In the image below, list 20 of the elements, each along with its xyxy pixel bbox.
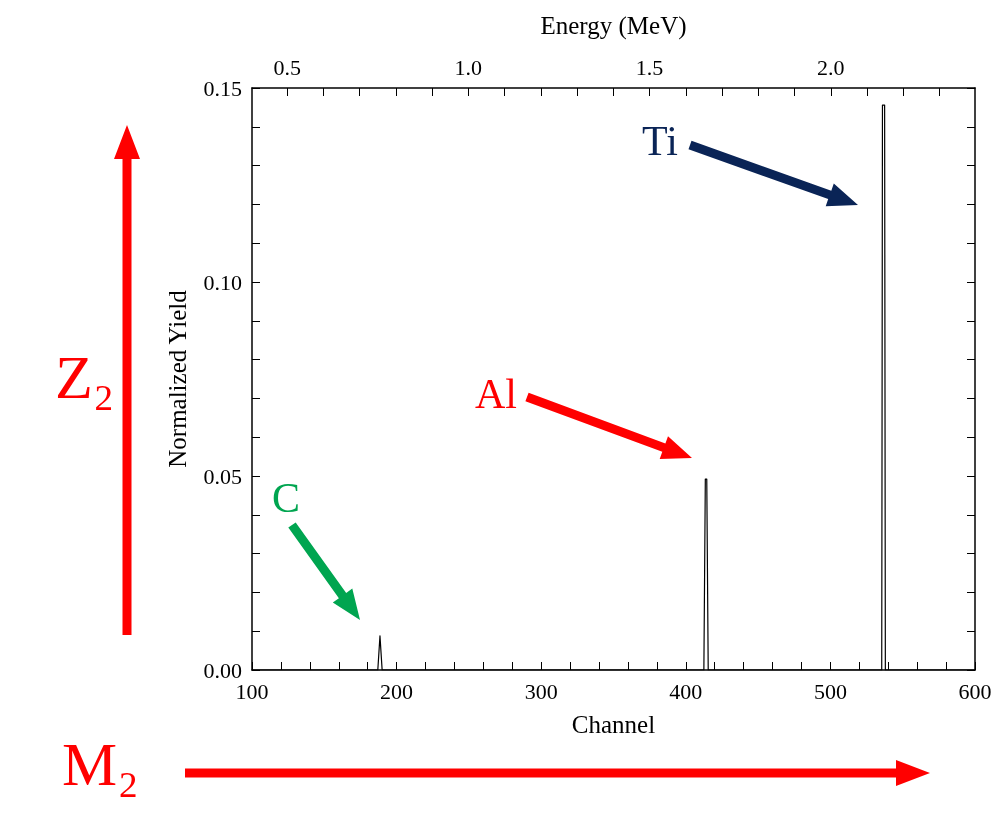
annotation: Al xyxy=(475,371,517,417)
x2-tick-label: 2.0 xyxy=(817,54,845,80)
x-tick-label: 300 xyxy=(524,678,558,704)
annotation: Ti xyxy=(642,118,678,164)
text: M₂ xyxy=(62,730,139,798)
y-tick-label: 0.10 xyxy=(203,269,242,295)
x-tick-label: 500 xyxy=(813,678,847,704)
x-axis-title: Channel xyxy=(571,711,656,738)
x2-tick-label: 1.0 xyxy=(454,54,483,80)
text: Z₂ xyxy=(55,343,115,411)
x2-tick-label: 0.5 xyxy=(273,54,301,80)
x-tick-label: 400 xyxy=(669,678,703,704)
x-tick-label: 600 xyxy=(958,678,992,704)
x-tick-label: 200 xyxy=(380,678,414,704)
x2-axis-title: Energy (MeV) xyxy=(540,12,687,40)
y-tick-label: 0.05 xyxy=(203,463,242,489)
y-axis-title: Normalized Yield xyxy=(164,289,191,468)
annotation: C xyxy=(272,475,301,521)
y-tick-label: 0.15 xyxy=(203,75,242,101)
x2-tick-label: 1.5 xyxy=(635,54,664,80)
